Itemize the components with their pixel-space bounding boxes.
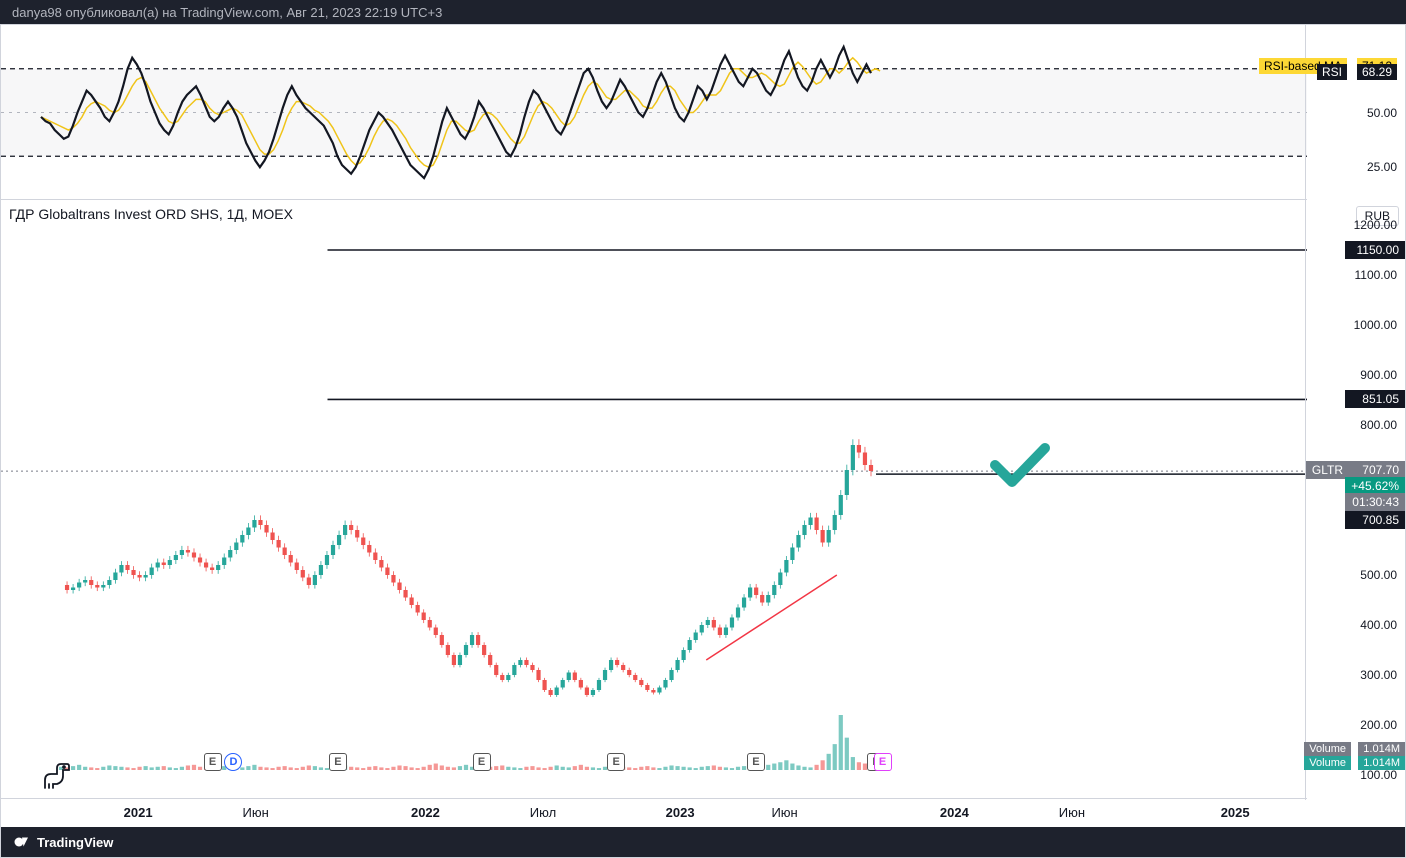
footer-brand: TradingView xyxy=(37,835,113,850)
countdown: 01:30:43 xyxy=(1345,493,1405,511)
price-tick: 200.00 xyxy=(1360,718,1397,732)
time-axis: 2021 Июн 2022 Июл 2023 Июн 2024 Июн 2025 xyxy=(1,798,1307,827)
price-tick: 900.00 xyxy=(1360,368,1397,382)
rsi-panel[interactable] xyxy=(1,25,1307,200)
symbol-title: ГДР Globaltrans Invest ORD SHS, 1Д, MOEX xyxy=(9,206,293,222)
earnings-marker-upcoming[interactable]: E xyxy=(874,753,892,771)
earnings-marker[interactable]: E xyxy=(329,753,347,771)
rsi-tick: 25.00 xyxy=(1367,160,1397,174)
time-label: Июн xyxy=(243,805,269,820)
price-y-axis: RUB 100.00200.00300.00400.00500.00600.00… xyxy=(1305,200,1405,800)
price-tick: 300.00 xyxy=(1360,668,1397,682)
price-tick: 400.00 xyxy=(1360,618,1397,632)
time-label: 2022 xyxy=(411,805,440,820)
hline-label: 851.05 xyxy=(1345,390,1405,408)
time-label: 2021 xyxy=(124,805,153,820)
price-tick: 1000.00 xyxy=(1354,318,1397,332)
earnings-marker[interactable]: E xyxy=(747,753,765,771)
header-text: danya98 опубликовал(а) на TradingView.co… xyxy=(12,5,442,20)
rsi-value: 68.29 xyxy=(1357,64,1397,80)
price-tick: 1100.00 xyxy=(1355,268,1398,282)
footer-bar: TradingView xyxy=(1,827,1405,857)
time-label: Июн xyxy=(771,805,797,820)
rsi-tick: 50.00 xyxy=(1367,106,1397,120)
price-tick: 800.00 xyxy=(1360,418,1397,432)
earnings-marker[interactable]: E xyxy=(473,753,491,771)
rsi-label: RSI xyxy=(1317,64,1347,80)
time-label: 2023 xyxy=(666,805,695,820)
price-tick: 500.00 xyxy=(1360,568,1397,582)
checkmark-icon xyxy=(990,440,1050,490)
price-panel[interactable]: ГДР Globaltrans Invest ORD SHS, 1Д, MOEX… xyxy=(1,200,1307,800)
time-label: Июн xyxy=(1059,805,1085,820)
rsi-chart xyxy=(1,25,1307,200)
time-label: 2025 xyxy=(1221,805,1250,820)
earnings-marker[interactable]: E xyxy=(204,753,222,771)
time-label: Июл xyxy=(530,805,556,820)
header-bar: danya98 опубликовал(а) на TradingView.co… xyxy=(0,0,1406,24)
earnings-marker[interactable]: E xyxy=(607,753,625,771)
dino-icon xyxy=(39,758,75,794)
price-chart xyxy=(1,200,1307,800)
ref-price: 700.85 xyxy=(1345,511,1405,529)
dividend-marker[interactable]: D xyxy=(224,753,242,771)
price-tick: 1200.00 xyxy=(1354,218,1397,232)
ticker-badge: GLTR xyxy=(1306,461,1349,479)
price-tick: 100.00 xyxy=(1360,768,1397,782)
rsi-y-axis: 25.0050.00 RSI-based MA 71.12 RSI 68.29 xyxy=(1305,25,1405,200)
volume-value-2: 1.014M xyxy=(1358,756,1405,770)
time-label: 2024 xyxy=(940,805,969,820)
chart-container: 25.0050.00 RSI-based MA 71.12 RSI 68.29 … xyxy=(0,24,1406,858)
volume-label: Volume xyxy=(1304,742,1351,756)
volume-label-2: Volume xyxy=(1304,756,1351,770)
volume-value: 1.014M xyxy=(1358,742,1405,756)
hline-label: 1150.00 xyxy=(1345,241,1405,259)
